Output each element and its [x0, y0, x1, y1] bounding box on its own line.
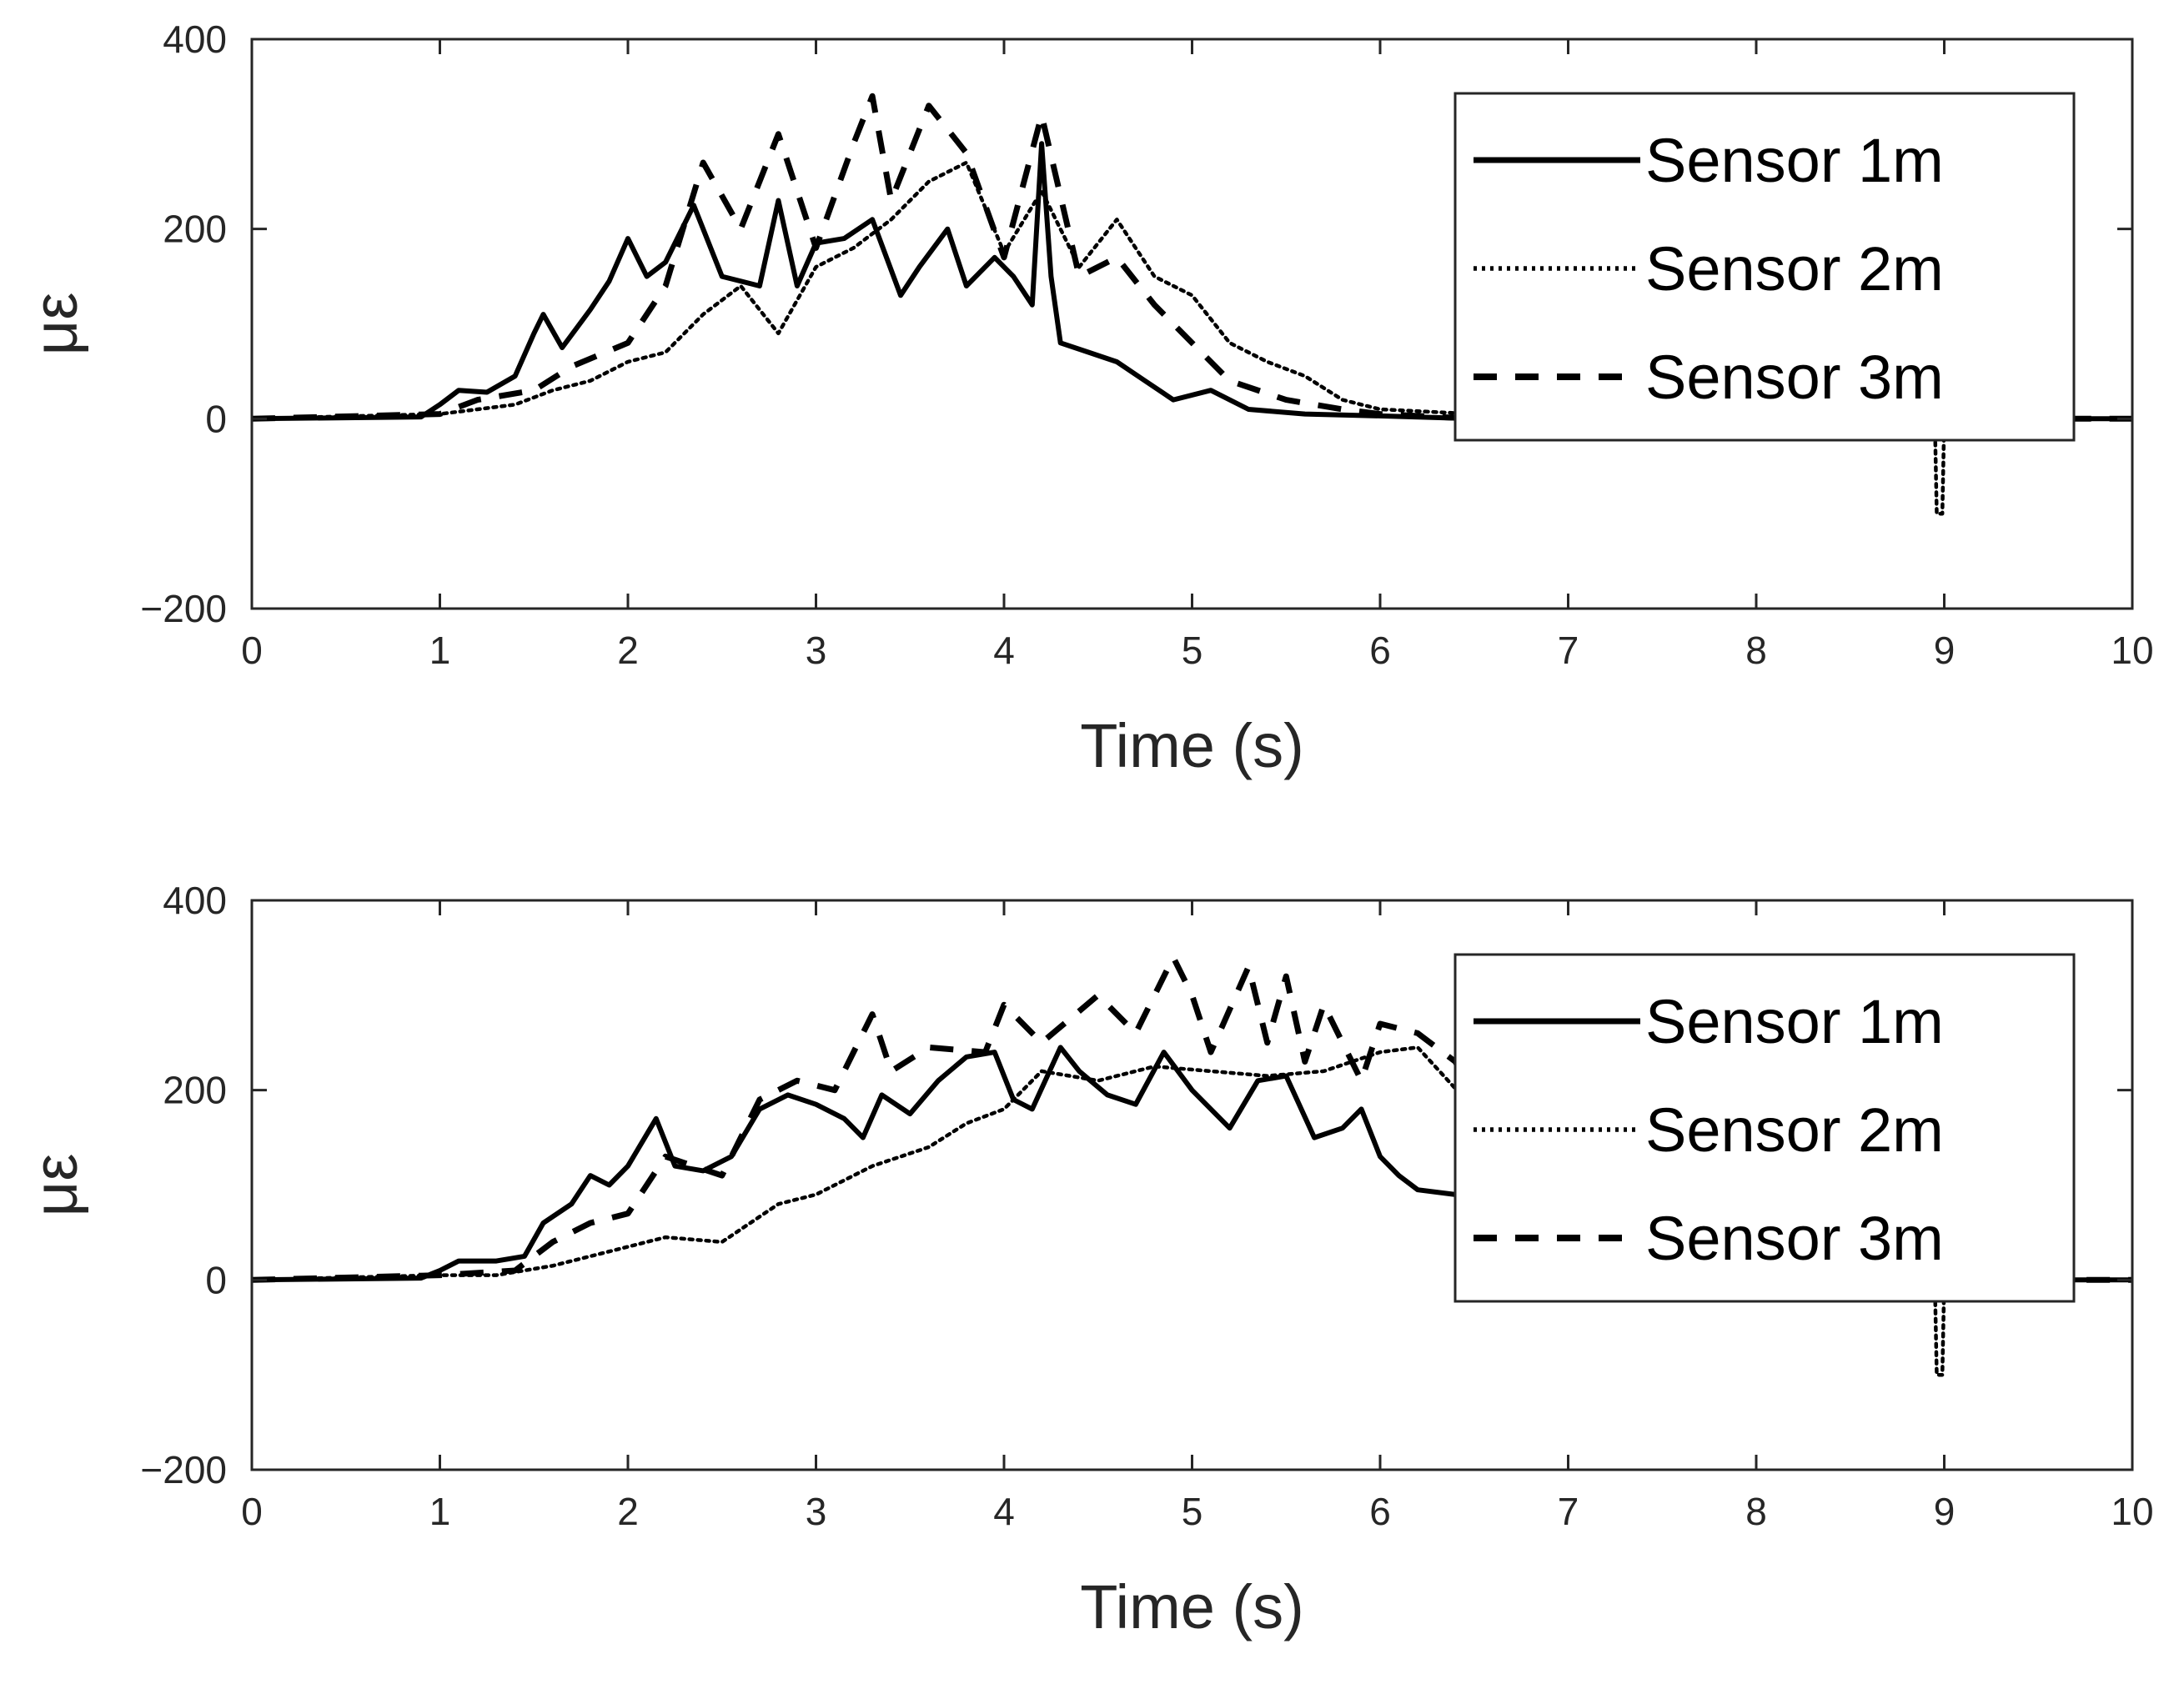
x-tick-label: 5: [1182, 629, 1203, 672]
legend: Sensor 1m Sensor 2m Sensor 3m: [1453, 92, 2076, 442]
x-tick-label: 0: [241, 629, 263, 672]
y-tick-label: 0: [205, 397, 227, 440]
x-tick-label: 10: [2111, 629, 2153, 672]
y-tick-label: 200: [163, 208, 227, 251]
x-tick-label: 9: [1934, 629, 1956, 672]
x-tick-label: 2: [617, 1490, 639, 1533]
x-tick-label: 5: [1182, 1490, 1203, 1533]
y-axis-label: με: [21, 1154, 90, 1217]
y-tick-label: 200: [163, 1069, 227, 1112]
x-tick-label: 3: [806, 1490, 827, 1533]
legend: Sensor 1m Sensor 2m Sensor 3m: [1453, 953, 2076, 1303]
y-tick-label: 400: [163, 18, 227, 61]
x-tick-label: 2: [617, 629, 639, 672]
series-group: [252, 93, 2132, 516]
x-tick-label: 6: [1369, 629, 1391, 672]
series-line-sensor-1m: [252, 141, 2132, 422]
x-tick-label: 7: [1558, 629, 1579, 672]
chart-bottom: 0 1 2 3 4 5 6 7 8 9 10 −200 0 200 400 Time (s) με Sensor …: [21, 879, 2154, 1641]
y-axis-label: με: [21, 293, 90, 356]
y-tick-label: −200: [140, 1448, 227, 1491]
x-tick-label: 6: [1369, 1490, 1391, 1533]
legend-label: Sensor 3m: [1645, 1204, 1944, 1273]
x-tick-label: 4: [993, 1490, 1015, 1533]
x-tick-label: 1: [429, 1490, 451, 1533]
x-tick-label: 9: [1934, 1490, 1956, 1533]
legend-label: Sensor 1m: [1645, 126, 1944, 195]
x-tick-label: 0: [241, 1490, 263, 1533]
series-line-sensor-2m: [252, 160, 2132, 516]
x-tick-label: 8: [1745, 629, 1767, 672]
y-tick-label: −200: [140, 587, 227, 630]
x-tick-label: 3: [806, 629, 827, 672]
y-tick-label: 0: [205, 1258, 227, 1301]
legend-label: Sensor 1m: [1645, 987, 1944, 1056]
legend-label: Sensor 2m: [1645, 1095, 1944, 1165]
x-axis-label: Time (s): [1080, 1572, 1304, 1641]
chart-top: 0 1 2 3 4 5 6 7 8 9 10 −200 0 200 400 Time (s) με Sensor …: [21, 18, 2154, 780]
series-line-sensor-1m: [252, 1045, 2132, 1283]
x-tick-label: 10: [2111, 1490, 2153, 1533]
x-tick-label: 1: [429, 629, 451, 672]
legend-label: Sensor 2m: [1645, 234, 1944, 303]
legend-label: Sensor 3m: [1645, 343, 1944, 412]
y-tick-label: 400: [163, 879, 227, 922]
x-tick-label: 8: [1745, 1490, 1767, 1533]
x-tick-label: 7: [1558, 1490, 1579, 1533]
series-line-sensor-3m: [252, 93, 2132, 422]
x-axis-label: Time (s): [1080, 711, 1304, 780]
x-tick-label: 4: [993, 629, 1015, 672]
